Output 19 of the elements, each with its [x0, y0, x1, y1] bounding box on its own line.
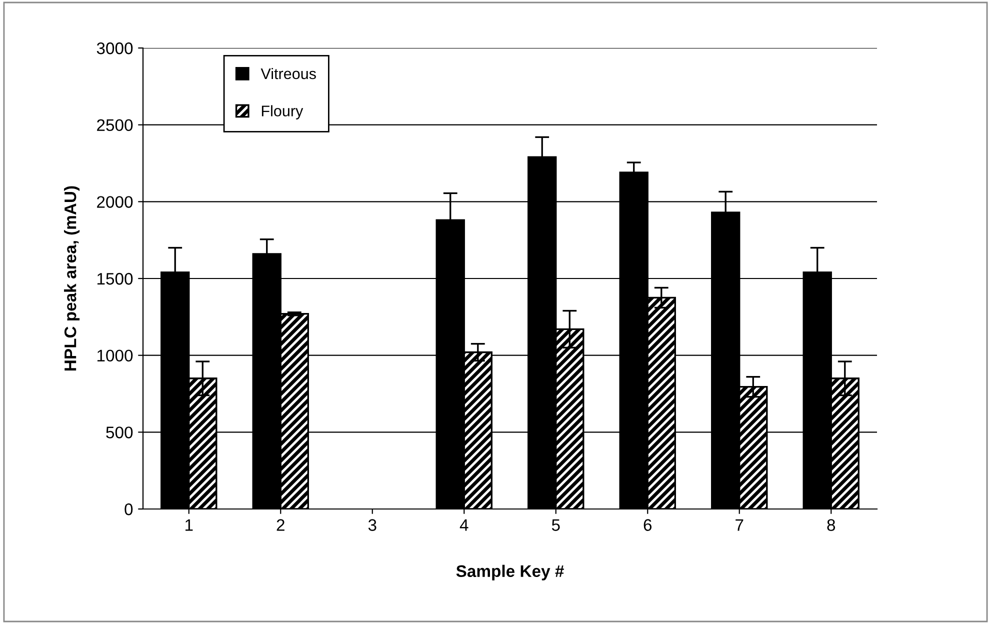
x-tick-label: 5: [552, 519, 560, 531]
x-tick-label: 3: [368, 519, 376, 531]
x-tick-label: 6: [644, 519, 652, 531]
x-tick-label: 2: [276, 519, 284, 531]
y-tick-label: 0: [124, 503, 133, 516]
y-tick-label: 1000: [97, 350, 133, 362]
legend-label: Floury: [262, 105, 304, 120]
x-tick-label: 8: [827, 519, 836, 531]
legend-label: Vitreous: [260, 68, 316, 80]
y-tick-label: 500: [106, 426, 133, 438]
x-tick-label: 1: [186, 519, 193, 531]
x-tick-label: 4: [460, 519, 468, 531]
y-tick-label: 1500: [97, 272, 133, 285]
y-tick-label: 3000: [96, 42, 133, 54]
y-axis-title: HPLC peak area, (mAU): [64, 186, 80, 370]
x-tick-label: 7: [736, 519, 744, 531]
x-axis-title: Sample Key #: [456, 564, 564, 580]
y-tick-label: 2500: [97, 119, 133, 132]
y-tick-label: 2000: [97, 196, 133, 208]
